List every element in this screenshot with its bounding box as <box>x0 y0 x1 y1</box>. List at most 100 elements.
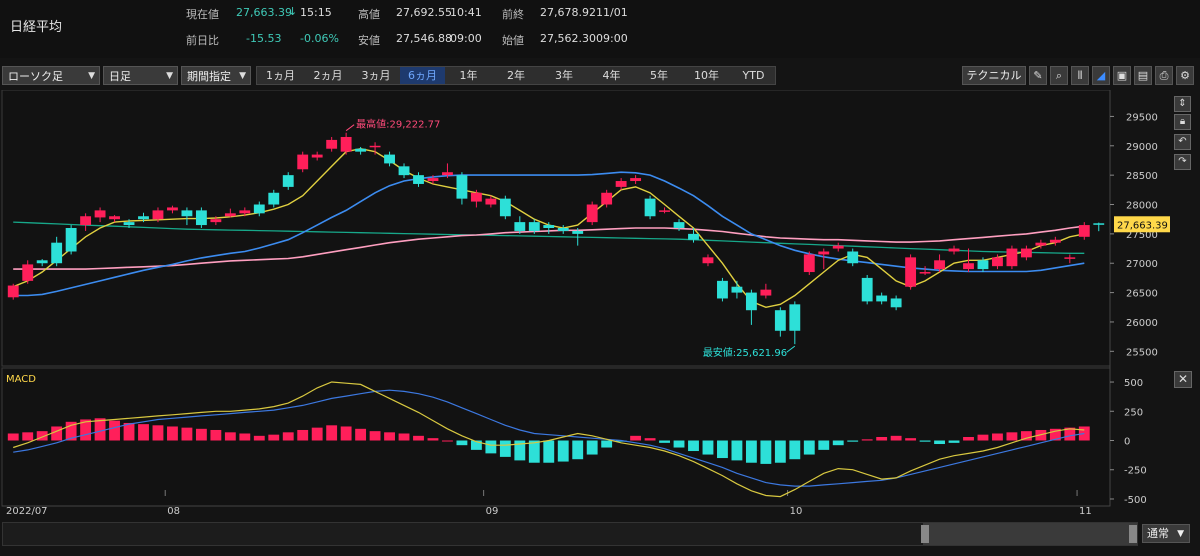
candle-body <box>297 154 309 170</box>
area-chart-icon[interactable]: ◢ <box>1092 66 1110 85</box>
y-tick-label: 29000 <box>1126 142 1158 153</box>
macd-histogram-bar <box>80 419 92 441</box>
candle-body <box>1093 223 1105 225</box>
save-icon[interactable]: ▣ <box>1113 66 1131 85</box>
macd-histogram-bar <box>94 418 106 441</box>
prev-date: 11/01 <box>596 6 628 19</box>
candle-body <box>427 178 439 182</box>
period-select[interactable]: 期間指定 ▼ <box>181 66 251 85</box>
period-button-5[interactable]: 2年 <box>507 69 525 82</box>
macd-histogram-bar <box>51 426 63 441</box>
candle-body <box>268 192 280 205</box>
document-icon[interactable]: ▤ <box>1134 66 1152 85</box>
candle-body <box>413 175 424 184</box>
pencil-icon[interactable]: ✎ <box>1029 66 1047 85</box>
candle-body <box>1020 248 1032 258</box>
down-arrow-icon: ↓ <box>288 5 298 18</box>
scroll-icon[interactable]: ⇕ <box>1174 96 1191 112</box>
candle-body <box>803 254 815 273</box>
macd-title: MACD <box>6 374 36 385</box>
period-button-7[interactable]: 4年 <box>602 69 621 82</box>
macd-histogram-bar <box>659 440 670 443</box>
undo-icon[interactable]: ↶ <box>1174 134 1191 150</box>
current-label: 現在値 <box>186 8 219 21</box>
change-label: 前日比 <box>186 34 219 47</box>
candle-body <box>7 285 19 298</box>
navigator-handle-right[interactable] <box>1129 525 1137 543</box>
zoom-icon[interactable]: ⌕ <box>1050 66 1068 85</box>
macd-histogram-bar <box>890 435 902 441</box>
candle-body <box>442 172 453 176</box>
period-button-9[interactable]: 10年 <box>694 69 719 82</box>
settings-icon[interactable]: ⚙ <box>1176 66 1194 85</box>
macd-histogram-bar <box>992 433 1003 441</box>
prev-label: 前終 <box>502 8 524 21</box>
period-button-0[interactable]: 1ヵ月 <box>266 69 295 82</box>
lock-icon[interactable]: 🔒︎ <box>1174 114 1191 130</box>
candle-body <box>731 286 743 293</box>
macd-y-tick-label: 0 <box>1124 437 1130 448</box>
macd-histogram-bar <box>65 421 77 441</box>
macd-histogram-bar <box>702 440 714 455</box>
macd-histogram-bar <box>181 427 193 441</box>
macd-histogram-bar <box>934 440 945 445</box>
macd-histogram-bar <box>557 440 569 462</box>
navigator-bar[interactable] <box>2 522 1138 546</box>
period-button-1[interactable]: 2ヵ月 <box>313 69 343 82</box>
x-tick-label: 11 <box>1079 506 1092 517</box>
macd-histogram-bar <box>152 425 164 441</box>
navigator-selection[interactable] <box>923 523 1137 545</box>
candle-body <box>630 178 642 182</box>
candle-body <box>1049 239 1061 243</box>
candle-body <box>1064 257 1076 259</box>
macd-histogram-bar <box>644 438 656 441</box>
technical-button[interactable]: テクニカル <box>962 66 1026 85</box>
navigator-mode-select[interactable]: 通常 ▼ <box>1142 524 1190 543</box>
macd-histogram-bar <box>398 433 410 441</box>
candle-body <box>948 248 960 252</box>
x-tick-label: 10 <box>790 506 803 517</box>
candle-body <box>934 260 945 270</box>
macd-histogram-bar <box>1006 432 1018 441</box>
interval-select[interactable]: 日足 ▼ <box>103 66 178 85</box>
candle-body <box>109 216 120 220</box>
period-button-8[interactable]: 5年 <box>650 69 668 82</box>
navigator-handle-left[interactable] <box>921 525 929 543</box>
macd-histogram-bar <box>688 440 699 452</box>
candle-body <box>760 289 772 296</box>
period-button-3[interactable]: 6ヵ月 <box>400 67 445 84</box>
candle-body <box>919 272 931 274</box>
candle-body <box>253 204 265 214</box>
close-macd-icon[interactable]: ✕ <box>1174 371 1192 388</box>
redo-icon[interactable]: ↷ <box>1174 154 1191 170</box>
candle-body <box>1078 225 1090 237</box>
candle-body <box>876 295 888 302</box>
macd-signal-line <box>13 389 1085 487</box>
dropdown-arrow-icon: ▼ <box>166 71 173 81</box>
candle-body <box>644 198 656 217</box>
candle-body <box>355 148 367 152</box>
candle-body <box>384 154 395 164</box>
print-icon[interactable]: ⎙ <box>1155 66 1173 85</box>
period-button-10[interactable]: YTD <box>742 69 765 82</box>
candle-body <box>963 263 974 270</box>
macd-histogram-bar <box>760 440 772 464</box>
macd-histogram-bar <box>167 426 178 441</box>
y-tick-label: 27000 <box>1126 259 1158 270</box>
dropdown-arrow-icon: ▼ <box>1177 529 1184 539</box>
prev-value: 27,678.92 <box>540 6 596 19</box>
chart-area[interactable]: 25500 26000 26500 27000 27500 28000 28500 29000… <box>0 90 1200 520</box>
y-tick-label: 28000 <box>1126 201 1158 212</box>
macd-histogram-bar <box>253 435 265 441</box>
period-button-6[interactable]: 3年 <box>555 69 573 82</box>
instrument-name: 日経平均 <box>10 20 63 35</box>
macd-histogram-bar <box>384 432 395 441</box>
macd-histogram-bar <box>442 440 453 442</box>
macd-histogram-bar <box>1020 431 1032 441</box>
period-button-4[interactable]: 1年 <box>459 69 478 82</box>
chart-type-select[interactable]: ローソク足 ▼ <box>2 66 100 85</box>
period-button-2[interactable]: 3ヵ月 <box>361 69 391 82</box>
macd-histogram-bar <box>311 427 323 441</box>
bar-chart-icon[interactable]: ⫴ <box>1071 66 1089 85</box>
macd-histogram-bar <box>905 438 917 441</box>
